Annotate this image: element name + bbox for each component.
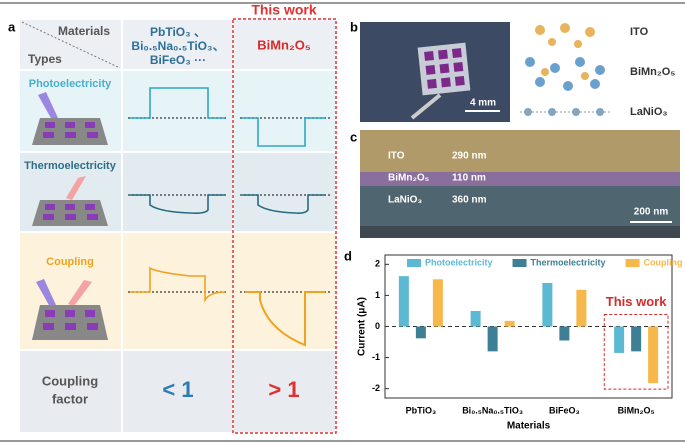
this-work: This work [251, 2, 317, 18]
bar [614, 326, 625, 353]
panel-label: c [350, 129, 357, 144]
bar [432, 279, 443, 327]
row-label: Coupling [46, 256, 94, 268]
bar [504, 320, 515, 327]
waveforms [128, 87, 330, 347]
y-axis-label: Current (μA) [357, 297, 368, 356]
bar [559, 326, 570, 341]
layer-thickness: 290 nm [452, 151, 487, 162]
legend-label: Photoelectricity [425, 257, 493, 267]
panel-label: b [350, 19, 358, 34]
row-label: Coupling [42, 373, 98, 388]
y-tick-label: 1 [375, 290, 380, 300]
panel-label: d [344, 248, 352, 263]
x-tick-label: Bi₀.₅Na₀.₅TiO₃ [462, 405, 523, 415]
crystal-structure [520, 23, 610, 116]
x-axis-label: Materials [507, 421, 551, 432]
y-tick-label: 0 [375, 321, 380, 331]
bar [576, 289, 587, 327]
bar [415, 326, 426, 339]
highlight-box [232, 18, 337, 434]
panel-b-photo: 4 mm [360, 22, 510, 122]
bar [487, 326, 498, 352]
panel-c-sem [360, 130, 680, 238]
layer-label: ITO [630, 26, 649, 38]
bar [542, 282, 553, 327]
layer-label: BiMn₂O₅ [388, 173, 430, 184]
y-tick-label: 2 [375, 259, 380, 269]
header: Types [28, 52, 62, 66]
bar [631, 326, 642, 352]
header-bg [20, 20, 335, 70]
row-label: Thermoelectricity [24, 160, 117, 172]
layer-thickness: 360 nm [452, 195, 487, 206]
y-tick-label: -2 [372, 383, 380, 393]
x-tick-label: BiFeO₃ [549, 405, 580, 415]
bar-chart: -2 -1 0 1 2 Current (μA) Materials PbTiO₃ Bi₀.₅N… [357, 254, 683, 432]
header: Materials [58, 24, 110, 38]
scale-bar-label: 4 mm [470, 98, 496, 109]
material: BiMn₂O₅ [257, 37, 311, 52]
legend-label: Thermoelectricity [531, 257, 606, 267]
legend-label: Coupling [644, 257, 683, 267]
legend-swatch [512, 259, 527, 267]
bar [398, 276, 409, 327]
x-tick-label: PbTiO₃ [406, 405, 437, 415]
row-bg [20, 350, 335, 432]
legend-swatch [407, 259, 421, 267]
panel-a: Materials Types PbTiO₃ 、 Bi₀.₅Na₀.₅TiO₃、… [20, 2, 337, 434]
layer-label: LaNiO₃ [388, 195, 422, 206]
annotation-box [603, 314, 669, 390]
scale-bar-label: 200 nm [634, 207, 669, 218]
bar [648, 326, 659, 384]
panel-label: a [8, 19, 16, 34]
annotation: This work [606, 294, 667, 309]
layer-thickness: 110 nm [452, 173, 486, 184]
layer-label: LaNiO₃ [630, 106, 667, 118]
x-tick-label: BiMn₂O₅ [618, 405, 655, 415]
factor-value: > 1 [268, 377, 299, 402]
layer-label: ITO [388, 151, 405, 162]
material: BiFeO₃ ··· [150, 53, 206, 67]
row-label: Photoelectricity [29, 78, 112, 90]
y-tick-label: -1 [372, 352, 380, 362]
material: PbTiO₃ 、 [150, 25, 206, 39]
bar [470, 310, 481, 327]
material: Bi₀.₅Na₀.₅TiO₃、 [131, 39, 224, 53]
layer-label: BiMn₂O₅ [630, 66, 675, 78]
legend-swatch [625, 259, 640, 267]
factor-value: < 1 [162, 377, 193, 402]
row-label: factor [52, 391, 88, 406]
